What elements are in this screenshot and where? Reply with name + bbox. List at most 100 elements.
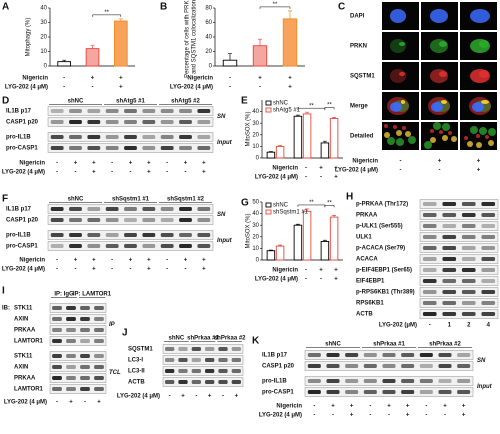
treatment-sign: + [202,267,206,273]
protein-label: CASP1 p20 [6,120,39,126]
blot-band [382,364,396,368]
treatment-sign: + [74,258,78,264]
blot-strip [419,232,499,242]
blot-band [142,233,156,237]
blot-band [197,233,211,237]
blot-band [419,364,433,368]
cell-signal [439,71,447,77]
treatment-sign: - [388,413,390,419]
error-bar [322,239,327,242]
blot-band [197,146,211,150]
blot-band [205,380,215,384]
blot-band [69,233,82,237]
treatment-label: Nigericin [272,268,298,274]
treatment-label: LYG-202 (4 μM) [255,277,298,283]
group-label: shNC [68,197,84,203]
blot-band [345,379,359,383]
treatment-label: Nigericin [19,258,45,264]
blot-band [165,380,175,384]
treatment-sign: - [63,76,65,82]
treatment-label: LYG-202 (4 μM) [170,85,213,91]
blot-band [66,328,76,332]
protein-label: STK11 [14,354,33,360]
ib-label: IB: [2,306,10,312]
blot-band [80,317,90,321]
blot-band [160,218,174,222]
blot-band [94,339,104,343]
significance-label: ** [309,103,314,109]
blot-band [461,235,476,239]
blot-band [442,279,457,283]
blot-band [80,328,90,332]
panel-label: K [252,336,260,347]
treatment-label: Nigericin [272,166,298,172]
y-tick-label: 20 [205,49,212,55]
cell-signal [442,123,450,131]
treatment-sign: - [305,268,307,274]
treatment-sign: - [130,170,132,176]
blot-band [179,244,192,248]
blot-band [142,244,156,248]
treatment-sign: + [147,258,151,264]
cell-signal [424,141,432,149]
blot-band [142,109,156,113]
blot-band [124,244,137,248]
treatment-sign: + [350,413,354,419]
blot-band [401,364,415,368]
cell-signal [401,100,405,104]
error-bar [258,38,262,46]
blot-band [457,390,471,394]
blot-band [69,207,82,211]
blot-strip [419,199,499,209]
group-label: shSqstm1 #1 [112,197,150,203]
bar [114,20,128,67]
bar [302,113,312,159]
blot-band [87,146,101,150]
group-label: shPrkaa #1 [187,336,219,342]
significance-label: ** [273,2,278,8]
blot-band [52,387,62,391]
blot-band [87,218,101,222]
error-bar [228,53,232,61]
treatment-label: LYG-202 (4 μM) [4,400,47,406]
blot-band [419,379,433,383]
error-bar [90,45,95,49]
blot-band [69,244,82,248]
panel-label: H [346,192,353,203]
blot-band [422,301,437,305]
treatment-sign: - [439,168,441,174]
protein-label: LC3-I [128,358,143,364]
blot-strip [162,355,244,365]
blot-band [422,312,437,316]
blot-band [178,380,188,384]
y-tick-label: 50 [252,200,259,206]
legend-label: shSqstm1 #1 [273,210,309,216]
y-tick-label: 40 [252,109,259,115]
treatment-sign: - [63,85,65,91]
blot-band [52,354,62,358]
blot-band [422,235,437,239]
blot-band [50,218,64,222]
blot-band [94,387,104,391]
channel-label: DAPI [350,14,365,20]
y-tick-label: 40 [252,211,259,217]
blot-band [197,244,211,248]
blot-band [218,369,228,373]
blot-strip [49,351,107,361]
blot-band [461,268,476,272]
blot-band [160,120,174,124]
blot-band [345,364,359,368]
treatment-sign: - [313,404,315,410]
channel-label: PRKN [350,44,367,50]
bar [57,61,71,67]
protein-label: ACTB [356,312,373,318]
treatment-label: LYG-202 (4 μM) [255,175,298,181]
blot-band [197,120,211,124]
protein-label: LAMTOR1 [14,339,44,345]
cell-signal [390,39,406,53]
section-label: Input [477,384,493,390]
blot-band [94,376,104,380]
cell-signal [390,69,406,83]
blot-strip [47,215,214,225]
blot-band [80,376,90,380]
